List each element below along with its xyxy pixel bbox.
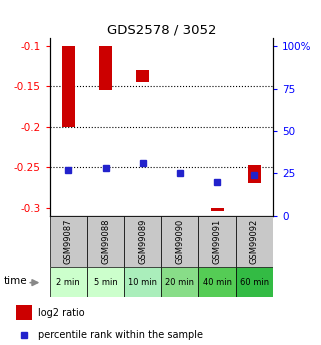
Bar [236,267,273,297]
Text: log2 ratio: log2 ratio [38,308,85,318]
Text: percentile rank within the sample: percentile rank within the sample [38,330,203,340]
Text: 60 min: 60 min [240,277,269,287]
Text: 5 min: 5 min [94,277,117,287]
Bar [50,216,87,267]
Bar [87,267,124,297]
Text: GSM99089: GSM99089 [138,219,147,264]
Text: 10 min: 10 min [128,277,157,287]
Bar [87,216,124,267]
Bar [99,46,112,90]
Text: 20 min: 20 min [165,277,195,287]
Title: GDS2578 / 3052: GDS2578 / 3052 [107,24,216,37]
Bar [211,208,224,211]
Text: time: time [4,276,28,286]
Bar [198,216,236,267]
Bar [136,70,149,82]
Text: GSM99091: GSM99091 [213,219,221,264]
Bar [198,267,236,297]
Bar [161,216,198,267]
Text: 40 min: 40 min [203,277,231,287]
Text: GSM99092: GSM99092 [250,219,259,264]
Text: GSM99087: GSM99087 [64,219,73,264]
Bar [236,216,273,267]
Bar [161,267,198,297]
Bar [62,46,75,127]
Bar [16,305,32,320]
Bar [124,267,161,297]
Text: GSM99090: GSM99090 [175,219,184,264]
Bar [50,267,87,297]
Text: 2 min: 2 min [56,277,80,287]
Bar [124,216,161,267]
Text: GSM99088: GSM99088 [101,219,110,264]
Bar [248,165,261,183]
